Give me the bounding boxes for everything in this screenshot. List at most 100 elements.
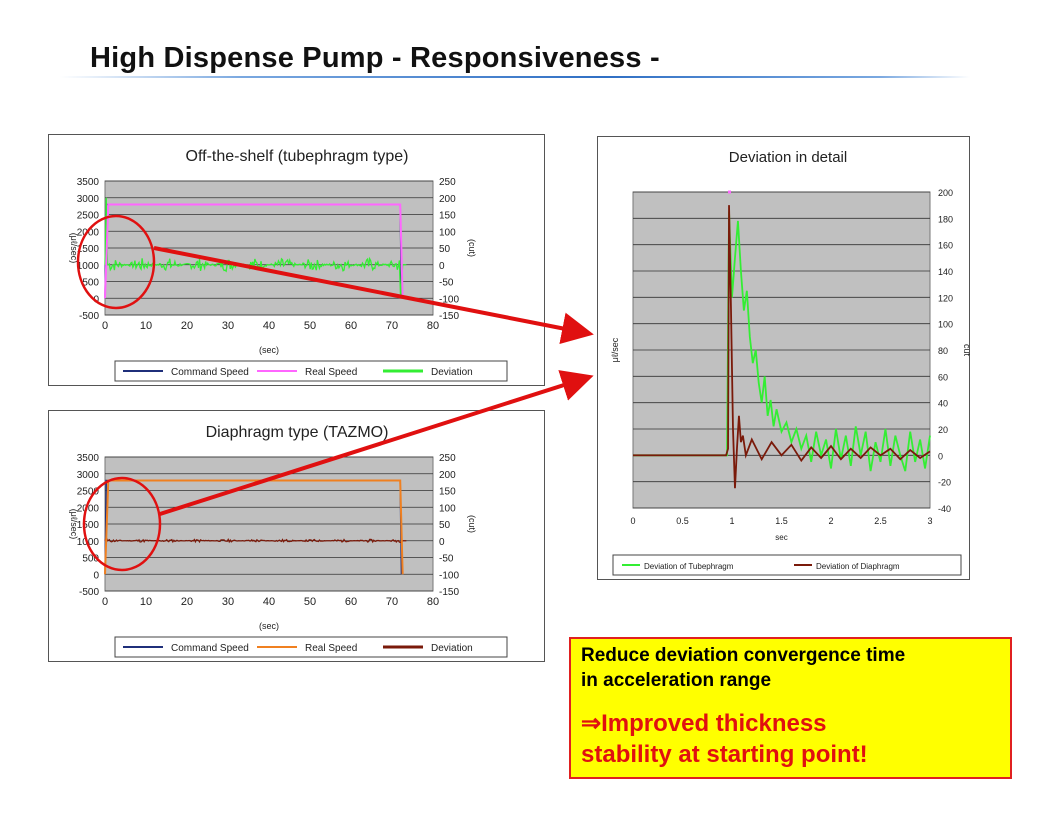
y-axis-label: (μℓ/sec) (69, 233, 79, 264)
y2-tick-label: 0 (938, 451, 943, 461)
y-tick-label: 1000 (77, 261, 100, 272)
y-tick-label: 3500 (77, 453, 100, 464)
y2-tick-label: 50 (439, 520, 451, 531)
chart-title: Diaphragm type (TAZMO) (206, 424, 389, 441)
series-deviation-tubephragm (633, 211, 931, 472)
y2-tick-label: 60 (938, 372, 948, 382)
note-line-2: in acceleration range (581, 670, 772, 691)
legend-box (612, 554, 962, 576)
legend-label: Deviation of Tubephragm (644, 562, 734, 571)
title-underline (60, 76, 970, 78)
x-tick-label: 60 (345, 320, 357, 332)
chart-title: Off-the-shelf (tubephragm type) (186, 148, 409, 165)
x-tick-label: 2.5 (874, 516, 887, 526)
legend-label: Command Speed (171, 643, 249, 654)
y2-tick-label: 120 (938, 293, 953, 303)
x-tick-label: 20 (181, 596, 193, 608)
y2-tick-label: 150 (439, 487, 456, 498)
y2-tick-label: 100 (439, 503, 456, 514)
x-axis-label: (sec) (259, 621, 279, 631)
y2-tick-label: 140 (938, 267, 953, 277)
arrow-tubephragm-to-detail (153, 246, 594, 345)
y2-tick-label: -50 (439, 278, 454, 289)
y2-tick-label: 80 (938, 346, 948, 356)
y-tick-label: 2000 (77, 503, 100, 514)
y-axis-label: (μℓ/sec) (69, 509, 79, 540)
y2-tick-label: 250 (439, 177, 456, 188)
y2-tick-label: 50 (439, 244, 451, 255)
y-tick-label: 0 (93, 294, 99, 305)
y-tick-label: 3000 (77, 194, 100, 205)
x-tick-label: 80 (427, 596, 439, 608)
y-tick-label: 500 (82, 554, 99, 565)
legend-label: Real Speed (305, 643, 357, 654)
x-tick-label: 0.5 (676, 516, 689, 526)
x-tick-label: 1.5 (775, 516, 788, 526)
y2-tick-label: 40 (938, 399, 948, 409)
y2-tick-label: 20 (938, 425, 948, 435)
legend-label: Deviation of Diaphragm (816, 562, 900, 571)
x-tick-label: 30 (222, 596, 234, 608)
legend-label: Deviation (431, 643, 473, 654)
legend: Deviation of Tubephragm Deviation of Diap… (612, 554, 962, 576)
legend-box (114, 636, 508, 658)
legend-label: Real Speed (305, 367, 357, 378)
x-tick-label: 40 (263, 596, 275, 608)
series-deviation-diaphragm (633, 205, 931, 489)
series-real-speed (104, 479, 404, 575)
y2-tick-label: -50 (439, 554, 454, 565)
x-tick-label: 0 (630, 516, 635, 526)
note-line-3: ⇒Improved thickness (581, 710, 827, 737)
y2-axis-label: (cut) (467, 239, 477, 257)
y-tick-label: 0 (93, 570, 99, 581)
y2-tick-label: 180 (938, 214, 953, 224)
y-axis-label: μℓ/sec (610, 337, 620, 362)
y-tick-label: 2500 (77, 211, 100, 222)
chart-tubephragm-panel: Off-the-shelf (tubephragm type) -500 0 500 1… (48, 134, 545, 386)
legend-label: Deviation (431, 367, 473, 378)
y2-tick-label: 150 (439, 211, 456, 222)
arrow-diaphragm-to-detail (159, 370, 594, 516)
y2-axis-label: (cut) (467, 515, 477, 533)
x-tick-label: 40 (263, 320, 275, 332)
x-tick-label: 20 (181, 320, 193, 332)
y2-tick-label: -100 (439, 570, 459, 581)
callout-circle-tubephragm (76, 214, 156, 310)
series-real-speed (104, 203, 404, 299)
y2-tick-label: -100 (439, 294, 459, 305)
x-tick-label: 0 (102, 596, 108, 608)
conclusion-note: Reduce deviation convergence time in acc… (569, 637, 1012, 779)
y2-tick-label: 100 (439, 227, 456, 238)
legend-label: Command Speed (171, 367, 249, 378)
chart-detail-panel: Deviation in detail -40 -20 0 20 40 60 80 100 120… (597, 136, 971, 580)
legend: Command Speed Real Speed Deviation (114, 636, 508, 658)
y2-tick-label: 160 (938, 241, 953, 251)
x-tick-label: 30 (222, 320, 234, 332)
y-tick-label: 3000 (77, 470, 100, 481)
y2-axis-label: cut (962, 344, 971, 357)
x-axis-label: sec (775, 533, 787, 542)
x-axis-label: (sec) (259, 345, 279, 355)
x-tick-label: 1 (729, 516, 734, 526)
y2-tick-label: 0 (439, 537, 445, 548)
y-tick-label: -500 (79, 311, 99, 322)
x-tick-label: 2 (828, 516, 833, 526)
x-tick-label: 0 (102, 320, 108, 332)
y2-tick-label: 250 (439, 453, 456, 464)
y-tick-label: 2500 (77, 487, 100, 498)
x-tick-label: 60 (345, 596, 357, 608)
x-tick-label: 50 (304, 596, 316, 608)
x-tick-label: 10 (140, 596, 152, 608)
x-tick-label: 10 (140, 320, 152, 332)
y2-tick-label: -150 (439, 311, 459, 322)
chart-deviation-detail: Deviation in detail-40-20020406080100120… (610, 149, 971, 576)
y-tick-label: 500 (82, 278, 99, 289)
x-tick-label: 70 (386, 596, 398, 608)
series-deviation (104, 535, 407, 544)
legend: Command Speed Real Speed Deviation (114, 360, 508, 382)
y2-tick-label: 0 (439, 261, 445, 272)
note-line-1: Reduce deviation convergence time (581, 645, 906, 666)
y2-tick-label: 200 (439, 470, 456, 481)
legend-box (114, 360, 508, 382)
